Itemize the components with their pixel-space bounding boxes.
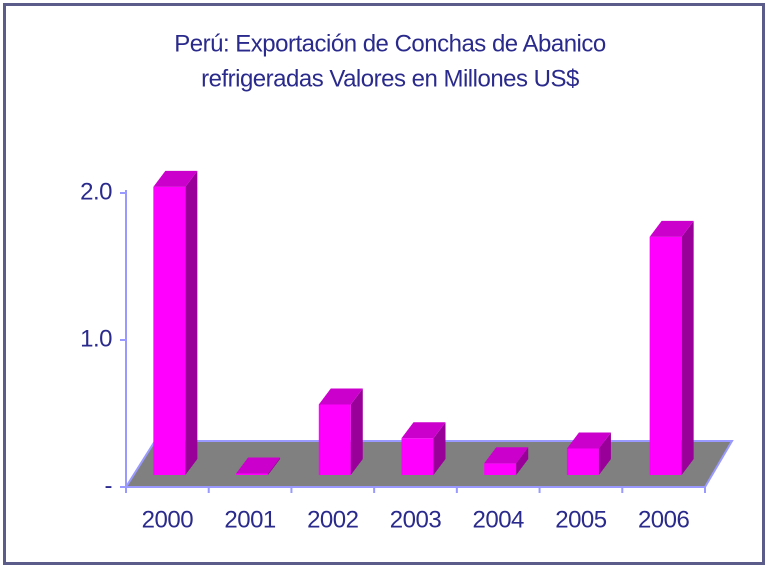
x-tick-label: 2001: [224, 506, 276, 533]
x-tick-label: 2002: [307, 506, 359, 533]
bar-side: [268, 457, 281, 475]
bar-top: [484, 447, 529, 464]
bar-side: [681, 220, 694, 475]
bar-front: [401, 438, 434, 475]
bar-top: [566, 432, 611, 449]
bar-front: [318, 404, 351, 475]
x-tick-label: 2003: [390, 506, 442, 533]
bar-side: [516, 447, 529, 475]
bar-side: [185, 170, 198, 475]
chart-title: Perú: Exportación de Conchas de Abanico: [174, 30, 606, 57]
y-tick-label: 2.0: [80, 178, 112, 205]
bar-top: [401, 422, 446, 439]
y-tick-label: 1.0: [80, 325, 112, 352]
bar-side: [433, 422, 446, 475]
bar-top: [649, 220, 694, 237]
bar-side: [598, 432, 611, 475]
y-tick-label: -: [105, 472, 113, 499]
bar-top: [153, 170, 198, 187]
bar-top: [236, 457, 281, 474]
bar-top: [318, 388, 363, 405]
x-tick-label: 2004: [473, 506, 525, 533]
bar-front: [484, 463, 517, 475]
x-tick-label: 2005: [555, 506, 607, 533]
bar-front: [236, 473, 269, 475]
bar-side: [350, 388, 363, 475]
chart-title: refrigeradas Valores en Millones US$: [201, 65, 579, 92]
bar-front: [153, 186, 186, 475]
x-tick-label: 2000: [142, 506, 194, 533]
bar-front: [566, 448, 599, 475]
bar-front: [649, 236, 682, 475]
x-tick-label: 2006: [638, 506, 690, 533]
